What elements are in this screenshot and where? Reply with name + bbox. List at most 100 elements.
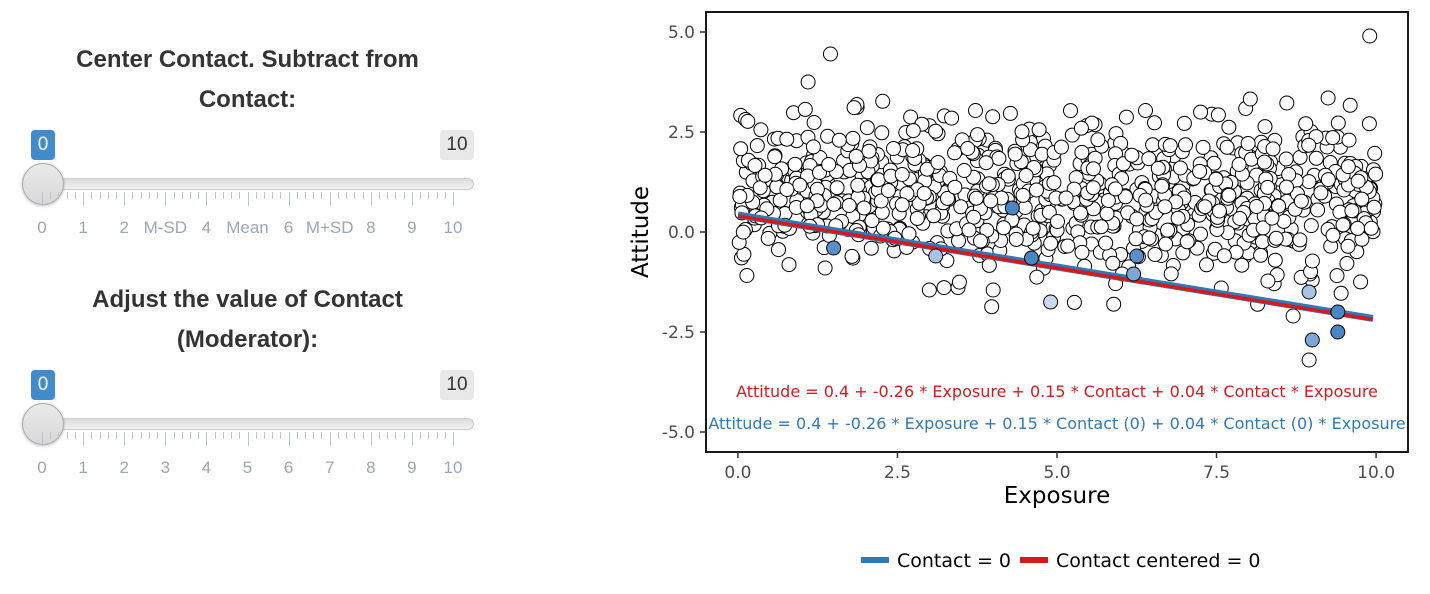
data-point (806, 115, 822, 130)
data-point (1313, 185, 1329, 201)
data-point (1256, 154, 1272, 170)
data-point (1320, 172, 1336, 188)
slider-tick (115, 432, 117, 439)
data-point (1118, 109, 1134, 125)
slider-tick (222, 192, 224, 199)
data-point (1195, 139, 1211, 155)
data-point (1015, 187, 1031, 203)
data-point (919, 161, 935, 177)
slider-tick (91, 432, 93, 439)
data-point (1278, 151, 1294, 167)
data-point (1208, 171, 1224, 187)
data-point (771, 242, 786, 258)
slider-tick (91, 192, 93, 199)
data-point (739, 268, 755, 283)
slider-tick (165, 432, 167, 446)
data-point (1367, 145, 1383, 161)
outlier-point (985, 282, 1001, 298)
data-point (1053, 139, 1069, 155)
x-tick-label: 10.0 (1357, 463, 1395, 483)
slider-to-badge: 10 (440, 130, 474, 160)
data-point (1073, 120, 1089, 136)
slider-tick (411, 432, 413, 446)
data-point (1260, 273, 1276, 289)
data-point (1002, 105, 1018, 121)
data-point (983, 193, 999, 209)
slider-tick (263, 432, 265, 439)
data-point (1128, 231, 1144, 247)
adjust-contact-title-line2: (Moderator): (176, 326, 319, 353)
data-point (1085, 180, 1101, 196)
data-point (772, 192, 788, 208)
slider-tick (362, 432, 364, 439)
controls-panel: Center Contact. Subtract from Contact: 0… (0, 0, 495, 589)
data-point (894, 167, 910, 182)
legend-swatch-contact-centered (1020, 557, 1048, 563)
data-point (1353, 274, 1369, 290)
slider-tick (124, 432, 126, 446)
data-point (916, 185, 932, 201)
data-point (829, 180, 845, 196)
data-point (1301, 137, 1317, 153)
data-point (1163, 266, 1179, 282)
slider-to-badge: 10 (440, 370, 474, 400)
highlighted-point (1023, 250, 1039, 266)
data-point (1232, 211, 1248, 226)
data-point (970, 127, 985, 143)
slider-track[interactable] (42, 178, 474, 190)
center-contact-slider[interactable]: 0 10 0 1 2 M-SD 4 Mean 6 M+SD 8 9 10 (22, 130, 474, 240)
data-point (930, 155, 946, 170)
data-point (1216, 248, 1232, 264)
data-point (875, 220, 891, 236)
data-point (1231, 157, 1247, 172)
x-tick-label: 0.0 (724, 463, 751, 483)
data-point (821, 157, 837, 172)
data-point (1340, 238, 1356, 254)
slider-handle[interactable] (22, 163, 64, 205)
data-point (1193, 226, 1208, 242)
slider-tick (436, 432, 438, 439)
data-point (831, 132, 847, 148)
data-point (732, 189, 748, 204)
data-point (1074, 144, 1090, 160)
data-point (1090, 132, 1106, 148)
data-point (1281, 167, 1297, 182)
data-point (1253, 247, 1269, 263)
slider-tick (157, 192, 159, 199)
slider-tick (239, 192, 241, 199)
slider-tick (157, 432, 159, 439)
data-point (1157, 199, 1173, 215)
x-tick-label: 5.0 (1043, 463, 1070, 483)
data-point (874, 125, 890, 141)
slider-track[interactable] (42, 418, 474, 430)
x-tick-label: 7.5 (1203, 463, 1230, 483)
data-point (1029, 269, 1045, 285)
data-point (841, 198, 857, 213)
slider-tick (395, 432, 397, 439)
data-point (1058, 190, 1074, 206)
data-point (753, 122, 769, 138)
slider-tick-label: 10 (443, 458, 463, 477)
slider-tick (420, 432, 422, 439)
data-point (928, 123, 944, 139)
slider-tick (337, 432, 339, 439)
slider-tick (247, 432, 249, 446)
data-point (779, 182, 795, 197)
data-point (1267, 252, 1283, 268)
slider-tick-label: 6 (283, 458, 294, 477)
legend-label-contact-centered: Contact centered = 0 (1056, 550, 1261, 572)
data-point (1154, 178, 1170, 194)
data-point (864, 213, 880, 229)
slider-tick (66, 432, 68, 439)
slider-tick-label: 0 (37, 218, 47, 237)
data-point (1158, 236, 1174, 252)
adjust-contact-slider[interactable]: 0 10 0 1 2 3 4 5 6 7 8 9 10 (22, 370, 474, 480)
slider-tick (181, 192, 183, 199)
highlighted-point (928, 248, 944, 264)
data-point (1073, 205, 1088, 221)
highlighted-point (1330, 324, 1346, 340)
data-point (844, 248, 860, 264)
slider-handle[interactable] (22, 403, 64, 445)
data-point (1172, 160, 1188, 176)
data-point (1197, 199, 1213, 215)
